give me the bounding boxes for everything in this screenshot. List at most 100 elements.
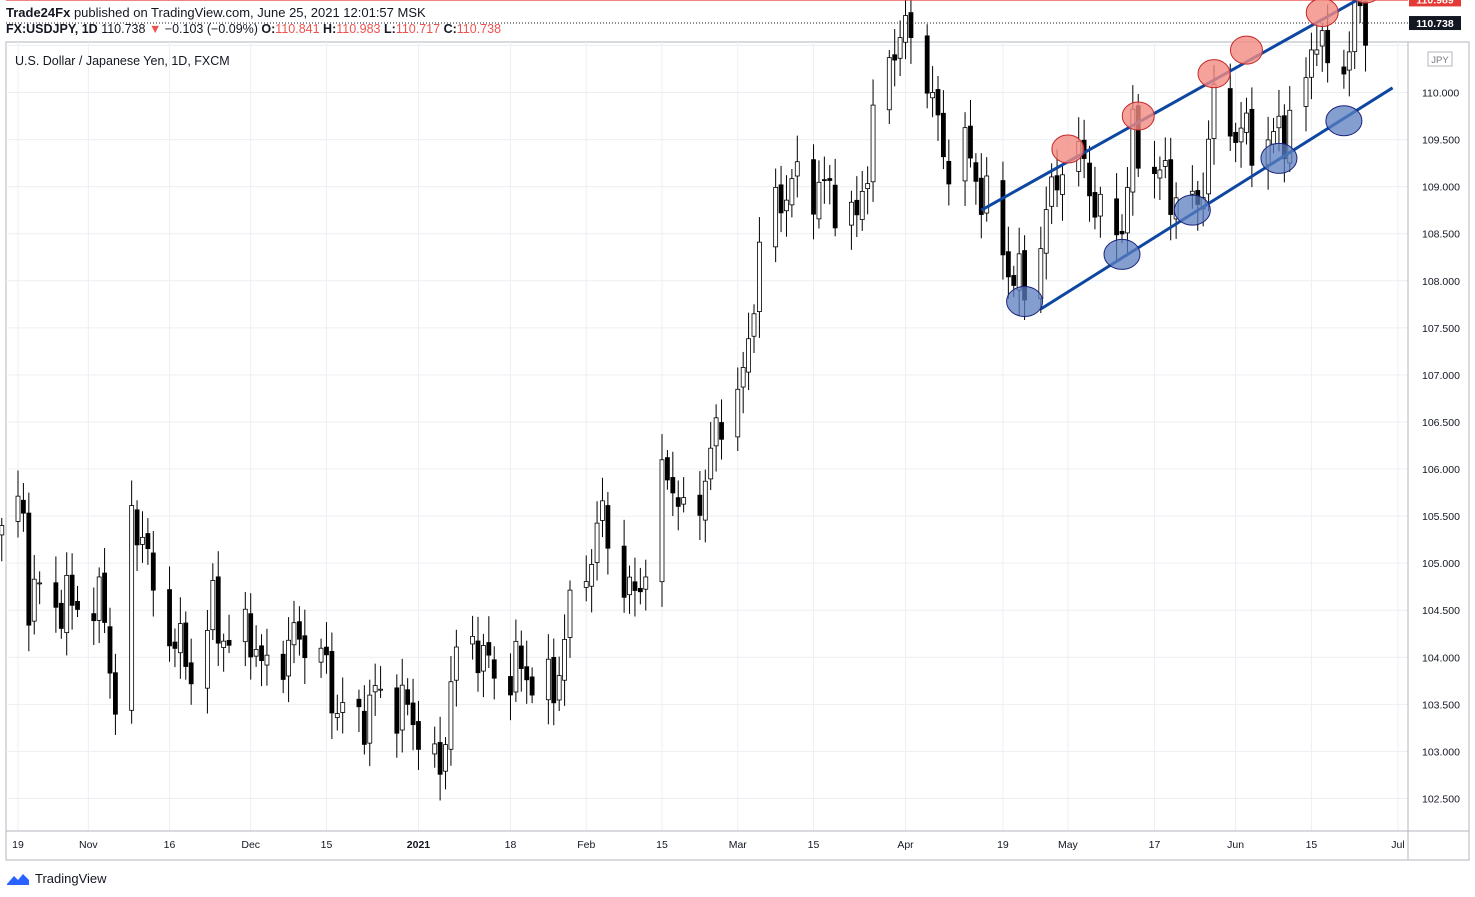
candle-body (15, 495, 21, 522)
candle-body (665, 457, 670, 481)
candle-body (210, 580, 216, 631)
candle-body (735, 388, 741, 438)
candle-body (605, 505, 611, 549)
candle-body (53, 582, 59, 608)
time-axis[interactable]: 19 Nov 16 Dec 15 2021 18 Feb 15 Mar 15 Apr 19 May 17 Ju… (6, 830, 1469, 851)
candle-body (524, 666, 530, 681)
candle-body (221, 640, 227, 648)
candle-body (1238, 127, 1244, 143)
candle-body (1152, 166, 1157, 174)
candle-body (908, 12, 914, 38)
candle-body (621, 545, 627, 598)
price-tick-label: 108.000 (1422, 276, 1460, 288)
time-tick-label: May (1058, 839, 1079, 851)
candle-body (372, 685, 378, 693)
symbol-label: FX:USDJPY, 1D (6, 22, 98, 36)
candle-body (167, 589, 172, 647)
candle-body (1162, 160, 1168, 167)
candle-body (600, 500, 605, 521)
price-tick-label: 105.000 (1422, 558, 1460, 570)
open-label: O: (261, 22, 276, 36)
candle-body (264, 654, 270, 666)
support-touch-marker (1325, 105, 1363, 137)
candle-body (821, 179, 827, 182)
candle-body (416, 721, 421, 750)
candle-body (508, 676, 513, 696)
candle-body (751, 313, 757, 337)
time-tick-label: Nov (79, 839, 98, 851)
candle-body (1341, 66, 1347, 75)
candle-body (1092, 192, 1098, 218)
candle-body (64, 574, 70, 634)
resistance-touch-marker (1354, 0, 1377, 4)
candle-body (113, 672, 118, 715)
candle-body (675, 497, 681, 507)
candle-body (405, 689, 411, 705)
open-value: 110.841 (275, 22, 320, 36)
publish-text: published on TradingView.com, June 25, 2… (73, 5, 426, 20)
candle-body (1054, 175, 1060, 191)
tradingview-footer[interactable]: TradingView (6, 871, 107, 886)
candle-body (340, 702, 346, 713)
publisher-name: Trade24Fx (6, 5, 71, 20)
candle-body (172, 641, 178, 649)
candle-body (448, 681, 454, 750)
change-arrow-icon: ▼ (148, 22, 162, 36)
candle-body (816, 181, 822, 220)
candle-body (188, 662, 194, 685)
price-tick-label: 106.500 (1422, 417, 1460, 429)
candle-body (1233, 131, 1239, 143)
candle-body (1000, 180, 1006, 256)
candle-body (529, 676, 535, 696)
candle-body (361, 710, 367, 745)
candle-body (183, 622, 189, 667)
candle-body (140, 536, 145, 545)
price-axis[interactable]: 110.000 109.500 109.000 108.500 108.000 107.5… (1407, 0, 1461, 860)
candle-body (778, 184, 784, 214)
candle-body (491, 659, 497, 679)
candle-body (21, 499, 26, 514)
candle-body (784, 199, 789, 212)
candle-body (713, 417, 719, 447)
candle-body (1125, 187, 1130, 234)
candle-body (302, 635, 308, 659)
candle-body (1303, 77, 1309, 107)
channel-upper-line (980, 0, 1361, 212)
candle-body (177, 623, 183, 654)
candle-body (708, 447, 714, 480)
candle-body (962, 127, 968, 182)
candle-body (378, 688, 383, 691)
support-touch-marker (1103, 238, 1141, 270)
candle-body (1087, 162, 1092, 197)
candle-body (1244, 112, 1249, 133)
price-tick-label: 106.000 (1422, 464, 1460, 476)
price-tick-label: 108.500 (1422, 229, 1460, 241)
price-tick-label: 107.000 (1422, 370, 1460, 382)
candle-body (1043, 209, 1049, 254)
last-price-tag (1409, 16, 1461, 31)
candle-body (562, 638, 567, 681)
candle-body (697, 494, 703, 516)
candle-body (865, 183, 871, 189)
candle-body (1038, 248, 1044, 300)
candle-body (1211, 83, 1217, 139)
price-tick-label: 103.000 (1422, 746, 1460, 758)
high-label: H: (323, 22, 337, 36)
candle-body (286, 639, 291, 677)
candle-body (627, 576, 632, 596)
candle-body (637, 587, 643, 593)
candle-body (886, 57, 892, 111)
time-tick-label: 19 (997, 839, 1009, 851)
resistance-touch-marker (1197, 59, 1231, 89)
change-value: −0.103 (−0.09%) (164, 22, 258, 36)
candle-body (134, 509, 140, 546)
price-tick-label: 110.000 (1422, 88, 1459, 100)
candle-body (789, 178, 795, 206)
candle-body (291, 622, 297, 646)
candle-body (329, 651, 335, 714)
time-tick-label: Jun (1227, 839, 1244, 851)
candle-body (280, 653, 286, 680)
candle-body (107, 626, 113, 674)
candle-body (589, 564, 595, 587)
